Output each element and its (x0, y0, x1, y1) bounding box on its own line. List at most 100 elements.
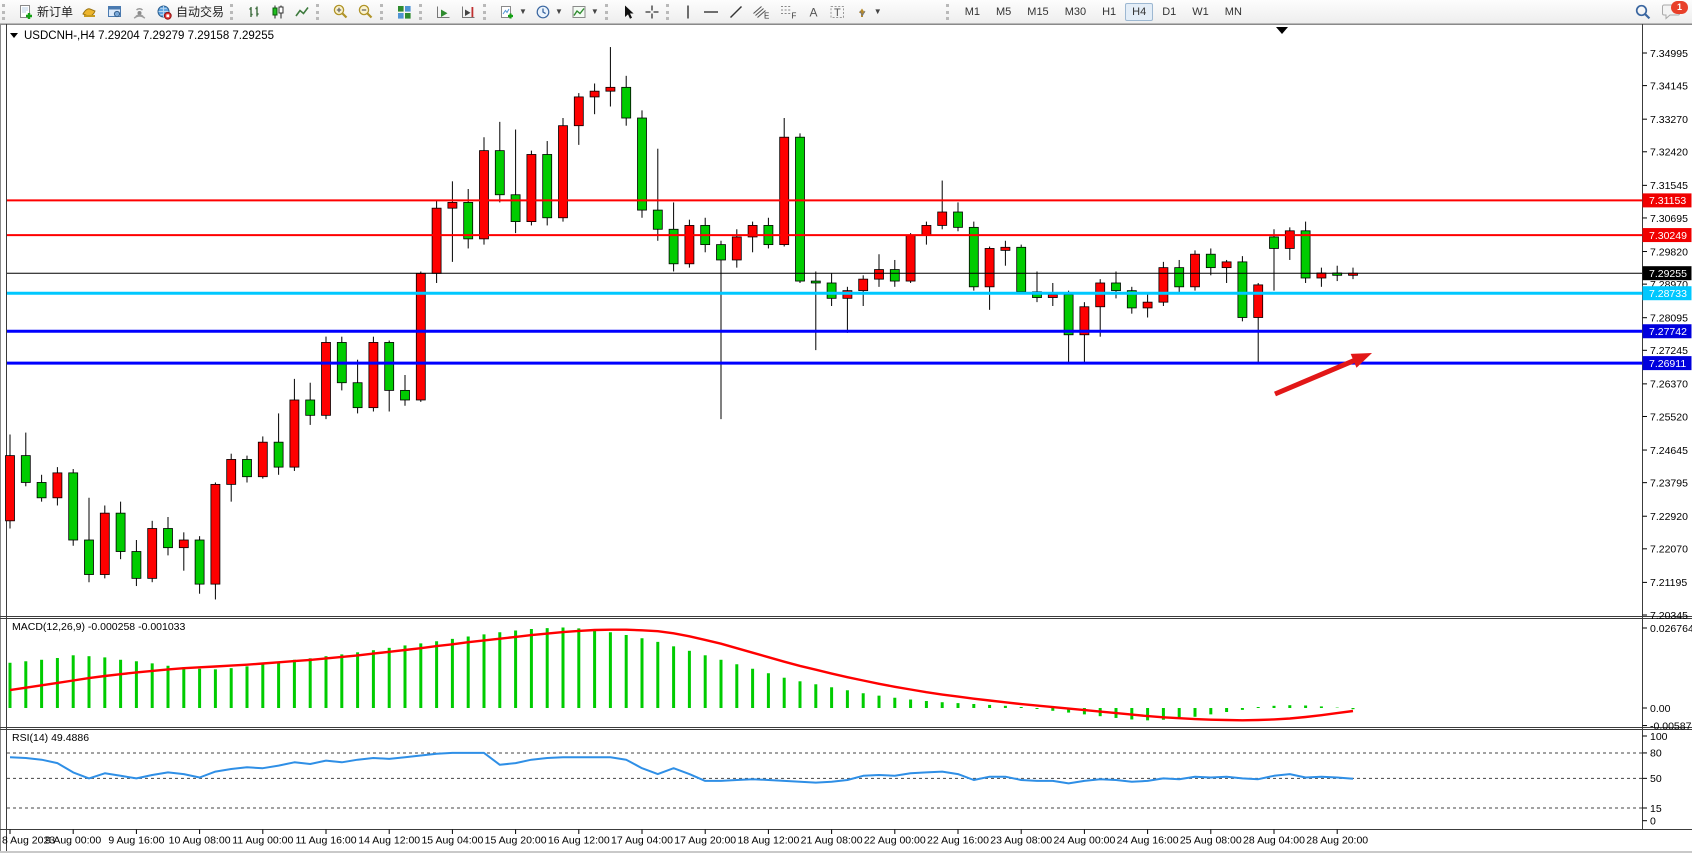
auto-scroll-button[interactable] (431, 2, 456, 22)
price-label-7.27742: 7.27742 (1642, 324, 1692, 339)
svg-text:7.26370: 7.26370 (1650, 379, 1688, 391)
bar-chart-button[interactable] (242, 2, 266, 22)
svg-text:7.30249: 7.30249 (1649, 230, 1687, 242)
svg-text:7.33270: 7.33270 (1650, 114, 1688, 126)
indicators-icon (572, 5, 586, 18)
horizontal-line-tool-button[interactable] (698, 2, 724, 22)
zoom-out-button[interactable] (353, 2, 378, 22)
candlestick-chart-button[interactable] (266, 2, 290, 22)
new-order-label: 新订单 (37, 5, 74, 19)
symbol-dropdown-icon[interactable] (10, 33, 18, 38)
svg-text:7.29820: 7.29820 (1650, 246, 1688, 258)
notifications-button[interactable]: 1 (1662, 0, 1688, 22)
timeframe-h4[interactable]: H4 (1125, 2, 1154, 21)
timeframe-m30[interactable]: M30 (1058, 3, 1093, 21)
text-label-tool-button[interactable]: T (825, 2, 850, 22)
rsi-levels: 100 80 50 150 (7, 731, 1668, 828)
tile-windows-icon (398, 5, 411, 19)
trendline-tool-button[interactable] (724, 2, 748, 22)
svg-text:7.25520: 7.25520 (1650, 411, 1688, 423)
chart-shift-marker[interactable] (1276, 27, 1288, 34)
price-axis[interactable]: 7.34995 7.34145 7.33270 7.32420 7.31545 7.306… (1642, 48, 1689, 622)
svg-text:7.28733: 7.28733 (1649, 288, 1687, 300)
svg-text:9 Aug 16:00: 9 Aug 16:00 (108, 835, 164, 847)
svg-text:7.32420: 7.32420 (1650, 147, 1688, 159)
svg-text:7.28095: 7.28095 (1650, 312, 1688, 324)
zoom-out-icon (358, 4, 373, 19)
chart-shift-button[interactable] (456, 2, 481, 22)
toolbar-grip[interactable] (419, 3, 429, 20)
market-watch-button[interactable] (77, 2, 102, 22)
toolbar-grip[interactable] (380, 3, 390, 20)
signal-icon (133, 7, 146, 19)
toolbar-grip[interactable] (316, 3, 326, 20)
svg-text:7.34145: 7.34145 (1650, 80, 1688, 92)
text-icon: A (809, 5, 817, 19)
svg-text:80: 80 (1650, 748, 1662, 760)
fibonacci-tool-button[interactable]: F (775, 2, 802, 22)
svg-text:9 Aug 00:00: 9 Aug 00:00 (45, 835, 101, 847)
price-label-7.29255: 7.29255 (1642, 266, 1692, 281)
chevron-down-icon: ▼ (519, 7, 527, 16)
timeframe-w1[interactable]: W1 (1185, 3, 1216, 21)
timeframe-mn[interactable]: MN (1218, 3, 1249, 21)
svg-text:11 Aug 00:00: 11 Aug 00:00 (232, 835, 293, 847)
chart-title: USDCNH-,H4 7.29204 7.29279 7.29158 7.292… (24, 30, 274, 42)
arrow-annotation[interactable] (1274, 353, 1372, 397)
crosshair-tool-button[interactable] (640, 2, 664, 22)
timeframe-m15[interactable]: M15 (1020, 3, 1055, 21)
line-chart-icon (295, 6, 309, 16)
svg-text:7.31153: 7.31153 (1649, 195, 1686, 207)
periods-button[interactable]: ▼ (531, 2, 567, 22)
svg-text:23 Aug 08:00: 23 Aug 08:00 (990, 835, 1052, 847)
zoom-in-icon (333, 4, 348, 19)
trendline-icon (729, 5, 742, 18)
toolbar-grip[interactable] (945, 3, 956, 20)
search-icon[interactable] (1634, 3, 1652, 21)
price-label-7.28733: 7.28733 (1642, 286, 1692, 301)
new-chart-button[interactable]: ▼ (495, 2, 531, 22)
vertical-line-icon (687, 5, 689, 18)
arrows-tool-button[interactable]: ▼ (850, 2, 886, 22)
timeframe-m5[interactable]: M5 (989, 3, 1018, 21)
price-label-7.31153: 7.31153 (1642, 193, 1692, 208)
tile-windows-button[interactable] (392, 2, 417, 22)
toolbar-grip[interactable] (2, 3, 12, 20)
toolbar-grip[interactable] (604, 3, 615, 20)
chart-canvas[interactable]: 7.34995 7.34145 7.33270 7.32420 7.31545 7.306… (0, 24, 1692, 853)
svg-text:21 Aug 08:00: 21 Aug 08:00 (801, 835, 863, 847)
notification-badge: 1 (1671, 0, 1688, 14)
autotrading-button[interactable]: 自动交易 (152, 2, 228, 22)
autotrading-icon (157, 5, 172, 20)
svg-text:7.34995: 7.34995 (1650, 48, 1688, 60)
svg-text:7.24645: 7.24645 (1650, 445, 1688, 457)
vertical-line-tool-button[interactable] (678, 2, 698, 22)
indicators-button[interactable]: ▼ (567, 2, 603, 22)
toolbar-grip[interactable] (665, 3, 676, 20)
svg-text:7.21195: 7.21195 (1650, 577, 1687, 589)
timeframe-d1[interactable]: D1 (1155, 3, 1183, 21)
text-tool-button[interactable]: A (802, 2, 825, 22)
svg-text:7.30695: 7.30695 (1650, 213, 1688, 225)
chevron-down-icon: ▼ (873, 7, 882, 16)
crosshair-icon (645, 5, 659, 18)
horizontal-lines[interactable]: 7.31153 7.30249 7.29255 7.28733 7.27742 7.269… (7, 193, 1692, 371)
ohlc-bars-icon (249, 6, 259, 17)
new-order-button[interactable]: 新订单 (14, 2, 77, 22)
timeframe-m1[interactable]: M1 (958, 3, 987, 21)
timeframe-h1[interactable]: H1 (1095, 3, 1123, 21)
svg-text:24 Aug 16:00: 24 Aug 16:00 (1117, 835, 1179, 847)
new-chart-icon (501, 5, 514, 18)
cursor-tool-button[interactable] (617, 2, 640, 22)
toolbar-grip[interactable] (230, 3, 240, 20)
signals-button[interactable] (127, 2, 152, 22)
line-chart-button[interactable] (290, 2, 314, 22)
svg-text:7.23795: 7.23795 (1650, 477, 1688, 489)
channel-tool-button[interactable]: E (748, 2, 775, 22)
terminal-window-button[interactable] (102, 2, 127, 22)
zoom-in-button[interactable] (328, 2, 353, 22)
toolbar-grip[interactable] (483, 3, 493, 20)
svg-text:0.026764: 0.026764 (1650, 623, 1692, 635)
svg-text:7.26911: 7.26911 (1649, 358, 1686, 370)
